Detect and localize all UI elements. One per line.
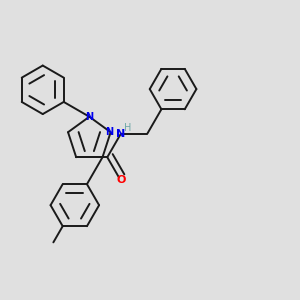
Text: N: N xyxy=(105,127,113,137)
Text: N: N xyxy=(116,128,125,139)
Text: N: N xyxy=(85,112,93,122)
Text: O: O xyxy=(117,175,126,185)
Text: H: H xyxy=(124,123,131,133)
